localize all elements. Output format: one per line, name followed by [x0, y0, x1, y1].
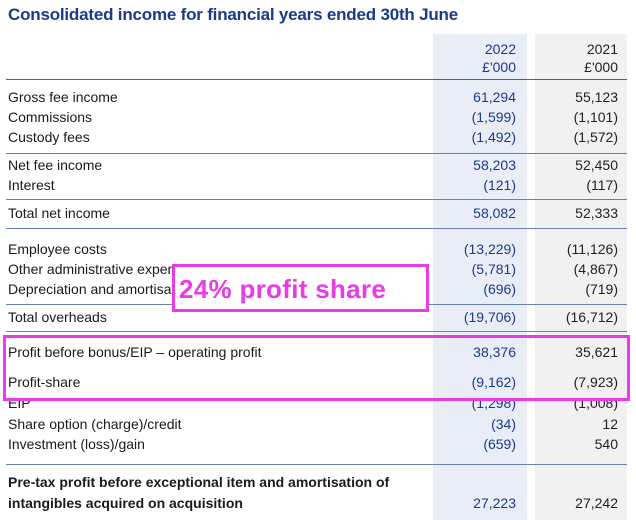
- value-2021: 27,242: [575, 495, 618, 511]
- table-row: Other administrative expenses (5,781) (4…: [0, 261, 636, 281]
- column-2021-background: [535, 34, 627, 520]
- row-label: Investment (loss)/gain: [8, 436, 145, 452]
- row-label: Profit before bonus/EIP – operating prof…: [8, 344, 262, 360]
- row-label: Total net income: [8, 205, 110, 221]
- value-2021: (719): [585, 281, 618, 297]
- table-row: Employee costs (13,229) (11,126): [0, 241, 636, 261]
- annotation-text: 24% profit share: [179, 274, 387, 304]
- value-2021: (117): [586, 177, 618, 193]
- column-header-2022: 2022 £'000: [482, 40, 516, 76]
- value-2022: 61,294: [473, 89, 516, 105]
- column-header-2021: 2021 £'000: [584, 40, 618, 76]
- value-2021: (16,712): [565, 309, 618, 325]
- column-2022-background: [433, 34, 527, 520]
- row-label-continued: intangibles acquired on acquisition: [8, 495, 243, 511]
- table-row: Gross fee income 61,294 55,123: [0, 89, 636, 109]
- value-2021: (1,101): [573, 109, 618, 125]
- table-row: Profit-share (9,162) (7,923): [0, 374, 636, 394]
- value-2021: 52,450: [575, 157, 618, 173]
- value-2022: (19,706): [463, 309, 516, 325]
- table-row: Profit before bonus/EIP – operating prof…: [0, 344, 636, 364]
- value-2022: (1,492): [471, 129, 516, 145]
- table-row: Depreciation and amortisation (696) (719…: [0, 281, 636, 301]
- table-row: Total net income 58,082 52,333: [0, 205, 636, 225]
- table-row: Total overheads (19,706) (16,712): [0, 309, 636, 329]
- table-row: Investment (loss)/gain (659) 540: [0, 436, 636, 456]
- value-2022: (121): [483, 177, 516, 193]
- value-2021: 52,333: [575, 205, 618, 221]
- value-2021: (4,867): [573, 261, 618, 277]
- value-2022: (1,599): [471, 109, 516, 125]
- value-2021: 55,123: [575, 89, 618, 105]
- value-2021: (1,572): [573, 129, 618, 145]
- row-label: Commissions: [8, 109, 93, 125]
- row-label: Interest: [8, 177, 55, 193]
- table-row: Custody fees (1,492) (1,572): [0, 129, 636, 149]
- table-row: Commissions (1,599) (1,101): [0, 109, 636, 129]
- value-2021: (7,923): [573, 374, 618, 390]
- statement-title: Consolidated income for financial years …: [8, 5, 459, 24]
- value-2022: (13,229): [463, 241, 516, 257]
- value-2022: 27,223: [473, 495, 516, 511]
- row-label: Profit-share: [8, 374, 81, 390]
- table-row: Net fee income 58,203 52,450: [0, 157, 636, 177]
- profit-share-annotation: 24% profit share: [172, 264, 429, 312]
- divider: [6, 199, 627, 200]
- value-2022: (34): [491, 416, 516, 432]
- divider: [6, 464, 627, 465]
- row-label: Total overheads: [8, 309, 107, 325]
- value-2022: (9,162): [471, 374, 516, 390]
- value-2022: (696): [483, 281, 516, 297]
- value-2021: 12: [602, 416, 618, 432]
- value-2021: (11,126): [566, 241, 618, 257]
- value-2022: (5,781): [471, 261, 516, 277]
- divider: [6, 228, 627, 229]
- divider: [6, 153, 627, 154]
- column-year: 2022: [484, 41, 516, 57]
- value-2022: 58,082: [473, 205, 516, 221]
- divider: [6, 79, 627, 80]
- profit-highlight-box: [3, 335, 630, 401]
- column-unit: £'000: [482, 59, 516, 75]
- value-2022: 58,203: [473, 157, 516, 173]
- column-unit: £'000: [584, 59, 618, 75]
- row-label: Employee costs: [8, 241, 107, 257]
- value-2022: (659): [483, 436, 516, 452]
- row-label: Depreciation and amortisation: [8, 281, 194, 297]
- row-label: Share option (charge)/credit: [8, 416, 182, 432]
- value-2022: 38,376: [473, 344, 516, 360]
- row-label: Gross fee income: [8, 89, 118, 105]
- row-label: Pre-tax profit before exceptional item a…: [8, 474, 390, 490]
- value-2021: 540: [594, 436, 618, 452]
- table-row: Interest (121) (117): [0, 177, 636, 197]
- divider: [6, 331, 627, 332]
- value-2021: 35,621: [575, 344, 618, 360]
- row-label: Custody fees: [8, 129, 90, 145]
- table-row: Pre-tax profit before exceptional item a…: [0, 474, 636, 518]
- row-label: Net fee income: [8, 157, 103, 173]
- row-label: Other administrative expenses: [8, 261, 198, 277]
- column-year: 2021: [586, 41, 618, 57]
- table-row: Share option (charge)/credit (34) 12: [0, 416, 636, 436]
